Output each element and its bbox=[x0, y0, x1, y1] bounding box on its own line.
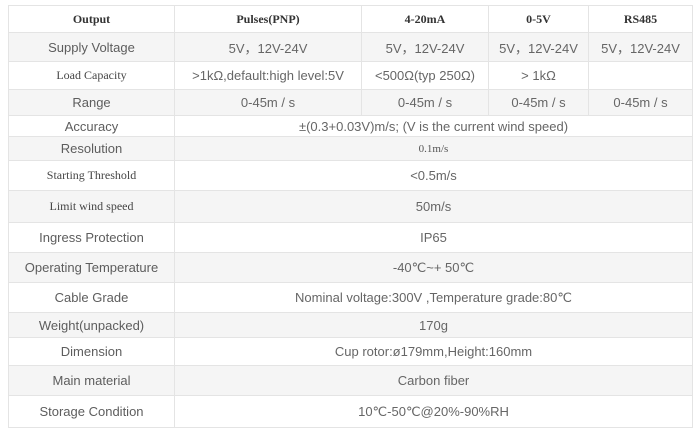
row-storage-condition: Storage Condition 10℃-50℃@20%-90%RH bbox=[8, 395, 693, 428]
row-label: Starting Threshold bbox=[8, 160, 175, 191]
value-cell: <500Ω(typ 250Ω) bbox=[361, 61, 489, 90]
spec-table: Output Pulses(PNP) 4-20mA 0-5V RS485 Sup… bbox=[8, 5, 693, 428]
row-ingress-protection: Ingress Protection IP65 bbox=[8, 222, 693, 253]
row-label: Operating Temperature bbox=[8, 252, 175, 283]
row-load-capacity: Load Capacity >1kΩ,default:high level:5V… bbox=[8, 61, 693, 90]
value-cell-merged: 0.1m/s bbox=[174, 136, 693, 161]
value-cell-merged: Cup rotor:ø179mm,Height:160mm bbox=[174, 337, 693, 366]
row-label: Limit wind speed bbox=[8, 190, 175, 223]
value-cell: 5V，12V-24V bbox=[488, 32, 589, 62]
row-resolution: Resolution 0.1m/s bbox=[8, 136, 693, 161]
row-operating-temperature: Operating Temperature -40℃~+ 50℃ bbox=[8, 252, 693, 283]
row-main-material: Main material Carbon fiber bbox=[8, 365, 693, 396]
row-label: Ingress Protection bbox=[8, 222, 175, 253]
row-label: Cable Grade bbox=[8, 282, 175, 313]
value-cell: 0-45m / s bbox=[488, 89, 589, 116]
value-cell-merged: <0.5m/s bbox=[174, 160, 693, 191]
row-label: Weight(unpacked) bbox=[8, 312, 175, 338]
value-cell-merged: IP65 bbox=[174, 222, 693, 253]
row-label: Accuracy bbox=[8, 115, 175, 137]
row-label: Load Capacity bbox=[8, 61, 175, 90]
table-header-row: Output Pulses(PNP) 4-20mA 0-5V RS485 bbox=[8, 5, 693, 33]
value-cell-merged: ±(0.3+0.03V)m/s; (V is the current wind … bbox=[174, 115, 693, 137]
header-cell-pulses: Pulses(PNP) bbox=[174, 5, 362, 33]
value-cell-merged: 50m/s bbox=[174, 190, 693, 223]
value-cell-merged: 10℃-50℃@20%-90%RH bbox=[174, 395, 693, 428]
row-label: Storage Condition bbox=[8, 395, 175, 428]
value-cell: 0-45m / s bbox=[174, 89, 362, 116]
row-label: Main material bbox=[8, 365, 175, 396]
row-cable-grade: Cable Grade Nominal voltage:300V ,Temper… bbox=[8, 282, 693, 313]
value-cell: > 1kΩ bbox=[488, 61, 589, 90]
header-cell-output: Output bbox=[8, 5, 175, 33]
row-range: Range 0-45m / s 0-45m / s 0-45m / s 0-45… bbox=[8, 89, 693, 116]
value-cell-merged: Carbon fiber bbox=[174, 365, 693, 396]
value-cell: >1kΩ,default:high level:5V bbox=[174, 61, 362, 90]
header-cell-05v: 0-5V bbox=[488, 5, 589, 33]
value-cell bbox=[588, 61, 693, 90]
row-weight: Weight(unpacked) 170g bbox=[8, 312, 693, 338]
value-cell: 5V，12V-24V bbox=[361, 32, 489, 62]
row-label: Range bbox=[8, 89, 175, 116]
value-cell: 0-45m / s bbox=[361, 89, 489, 116]
row-label: Dimension bbox=[8, 337, 175, 366]
row-dimension: Dimension Cup rotor:ø179mm,Height:160mm bbox=[8, 337, 693, 366]
value-cell: 5V，12V-24V bbox=[174, 32, 362, 62]
row-accuracy: Accuracy ±(0.3+0.03V)m/s; (V is the curr… bbox=[8, 115, 693, 137]
row-supply-voltage: Supply Voltage 5V，12V-24V 5V，12V-24V 5V，… bbox=[8, 32, 693, 62]
value-cell-merged: -40℃~+ 50℃ bbox=[174, 252, 693, 283]
row-label: Supply Voltage bbox=[8, 32, 175, 62]
value-cell: 0-45m / s bbox=[588, 89, 693, 116]
row-label: Resolution bbox=[8, 136, 175, 161]
value-cell-merged: 170g bbox=[174, 312, 693, 338]
header-cell-420ma: 4-20mA bbox=[361, 5, 489, 33]
value-cell-merged: Nominal voltage:300V ,Temperature grade:… bbox=[174, 282, 693, 313]
row-limit-wind-speed: Limit wind speed 50m/s bbox=[8, 190, 693, 223]
value-cell: 5V，12V-24V bbox=[588, 32, 693, 62]
header-cell-rs485: RS485 bbox=[588, 5, 693, 33]
row-starting-threshold: Starting Threshold <0.5m/s bbox=[8, 160, 693, 191]
